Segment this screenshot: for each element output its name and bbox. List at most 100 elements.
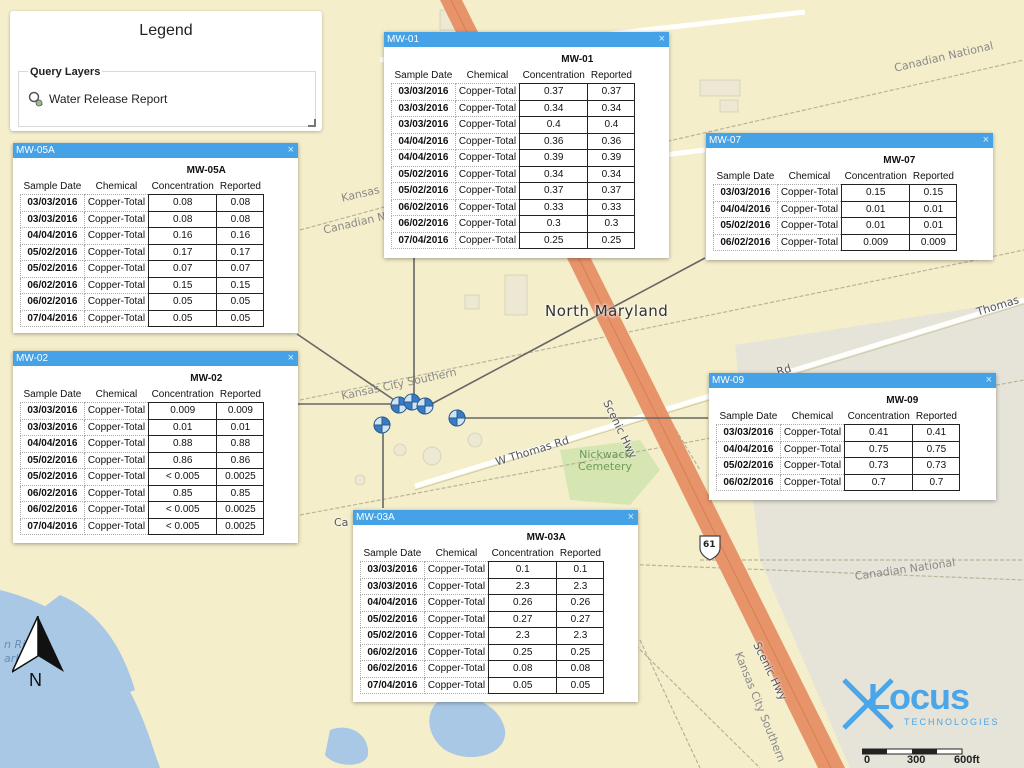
col-chemical: Chemical (777, 168, 842, 185)
query-layer-icon (28, 91, 43, 107)
cell-concentration: 0.01 (148, 418, 218, 436)
cell-reported: 0.16 (216, 227, 265, 245)
cell-reported: 0.01 (216, 418, 265, 436)
popup-title: MW-07 (709, 135, 742, 146)
cell-chemical: Copper-Total (454, 99, 521, 117)
cell-chemical: Copper-Total (83, 418, 150, 436)
popup-header[interactable]: MW-09 × (709, 373, 996, 388)
cell-concentration: 0.36 (519, 132, 589, 150)
cell-concentration: 0.15 (841, 184, 911, 202)
cell-concentration: 0.37 (519, 83, 589, 101)
cell-reported: 0.07 (216, 260, 265, 278)
cell-concentration: < 0.005 (148, 468, 218, 486)
close-icon[interactable]: × (982, 134, 989, 146)
cell-sample-date: 05/02/2016 (360, 627, 425, 645)
cell-chemical: Copper-Total (423, 676, 490, 694)
table-row: 05/02/2016 Copper-Total 0.86 0.86 (20, 451, 265, 469)
cell-chemical: Copper-Total (423, 660, 490, 678)
table-row: 06/02/2016 Copper-Total 0.15 0.15 (20, 276, 265, 294)
cell-reported: 0.7 (912, 473, 961, 491)
cell-concentration: 2.3 (488, 577, 558, 595)
cell-concentration: 0.08 (488, 660, 558, 678)
cell-sample-date: 04/04/2016 (20, 227, 85, 245)
cell-concentration: 0.08 (148, 194, 218, 212)
cell-concentration: 0.86 (148, 451, 218, 469)
col-concentration: Concentration (148, 178, 217, 195)
cell-chemical: Copper-Total (454, 149, 521, 167)
cell-sample-date: 06/02/2016 (391, 215, 456, 233)
well-marker-mw09 (448, 409, 466, 427)
cell-concentration: 0.01 (841, 200, 911, 218)
station-id: MW-02 (190, 373, 223, 385)
popup-header[interactable]: MW-01 × (384, 32, 669, 47)
cell-concentration: 0.009 (148, 402, 218, 420)
cell-chemical: Copper-Total (83, 501, 150, 519)
popup-mw05a: MW-05A × MW-05A Sample Date Chemical Concen… (13, 143, 298, 333)
cell-sample-date: 03/03/2016 (20, 194, 85, 212)
close-icon[interactable]: × (287, 352, 294, 364)
cell-concentration: 0.27 (488, 610, 558, 628)
popup-title: MW-09 (712, 375, 745, 386)
cell-concentration: 0.01 (841, 217, 911, 235)
cell-reported: 0.37 (587, 182, 636, 200)
cell-concentration: 0.41 (844, 424, 914, 442)
cell-reported: 0.85 (216, 484, 265, 502)
cell-sample-date: 04/04/2016 (391, 132, 456, 150)
close-icon[interactable]: × (287, 144, 294, 156)
col-reported: Reported (587, 67, 635, 84)
station-id: MW-07 (883, 155, 916, 167)
scale-tick-300: 300 (907, 754, 926, 766)
table-row: 03/03/2016 Copper-Total 0.37 0.37 (391, 83, 636, 101)
cell-sample-date: 06/02/2016 (360, 643, 425, 661)
cell-chemical: Copper-Total (83, 227, 150, 245)
cell-concentration: 0.009 (841, 233, 911, 251)
col-concentration: Concentration (519, 67, 588, 84)
cell-reported: 0.01 (909, 200, 958, 218)
cell-concentration: 0.05 (488, 676, 558, 694)
cell-chemical: Copper-Total (454, 165, 521, 183)
cell-reported: 0.73 (912, 457, 961, 475)
popup-header[interactable]: MW-07 × (706, 133, 993, 148)
cell-sample-date: 07/04/2016 (391, 231, 456, 249)
cell-sample-date: 07/04/2016 (20, 517, 85, 535)
table-row: 06/02/2016 Copper-Total 0.85 0.85 (20, 484, 265, 502)
popup-header[interactable]: MW-05A × (13, 143, 298, 158)
cell-chemical: Copper-Total (779, 424, 846, 442)
cell-reported: 0.88 (216, 435, 265, 453)
cell-chemical: Copper-Total (454, 182, 521, 200)
cell-chemical: Copper-Total (423, 594, 490, 612)
cell-sample-date: 05/02/2016 (20, 468, 85, 486)
col-concentration: Concentration (488, 545, 557, 562)
col-sample-date: Sample Date (360, 545, 425, 562)
popup-header[interactable]: MW-03A × (353, 510, 638, 525)
table-row: 06/02/2016 Copper-Total 0.33 0.33 (391, 198, 636, 216)
cell-chemical: Copper-Total (83, 210, 150, 228)
cell-reported: 0.05 (556, 676, 605, 694)
cell-chemical: Copper-Total (423, 643, 490, 661)
table-row: 05/02/2016 Copper-Total 0.27 0.27 (360, 610, 605, 628)
close-icon[interactable]: × (658, 33, 665, 45)
legend-layer-water-release[interactable]: Water Release Report (28, 91, 167, 107)
col-reported: Reported (556, 545, 604, 562)
cell-sample-date: 06/02/2016 (20, 484, 85, 502)
cell-chemical: Copper-Total (83, 517, 150, 535)
cell-concentration: 0.15 (148, 276, 218, 294)
col-chemical: Chemical (780, 408, 845, 425)
cell-sample-date: 04/04/2016 (391, 149, 456, 167)
cell-concentration: 0.85 (148, 484, 218, 502)
scale-tick-0: 0 (864, 754, 871, 766)
cell-sample-date: 05/02/2016 (713, 217, 778, 235)
cell-concentration: 0.73 (844, 457, 914, 475)
cell-reported: 0.41 (912, 424, 961, 442)
col-concentration: Concentration (841, 168, 910, 185)
col-sample-date: Sample Date (391, 67, 456, 84)
close-icon[interactable]: × (985, 374, 992, 386)
well-markers (373, 393, 466, 434)
cell-concentration: 2.3 (488, 627, 558, 645)
cell-concentration: 0.26 (488, 594, 558, 612)
popup-header[interactable]: MW-02 × (13, 351, 298, 366)
resize-handle-icon[interactable] (308, 119, 316, 127)
table-row: 05/02/2016 Copper-Total 0.01 0.01 (713, 217, 958, 235)
close-icon[interactable]: × (627, 511, 634, 523)
popup-mw09: MW-09 × MW-09 Sample Date Chemical Concentr… (709, 373, 996, 500)
